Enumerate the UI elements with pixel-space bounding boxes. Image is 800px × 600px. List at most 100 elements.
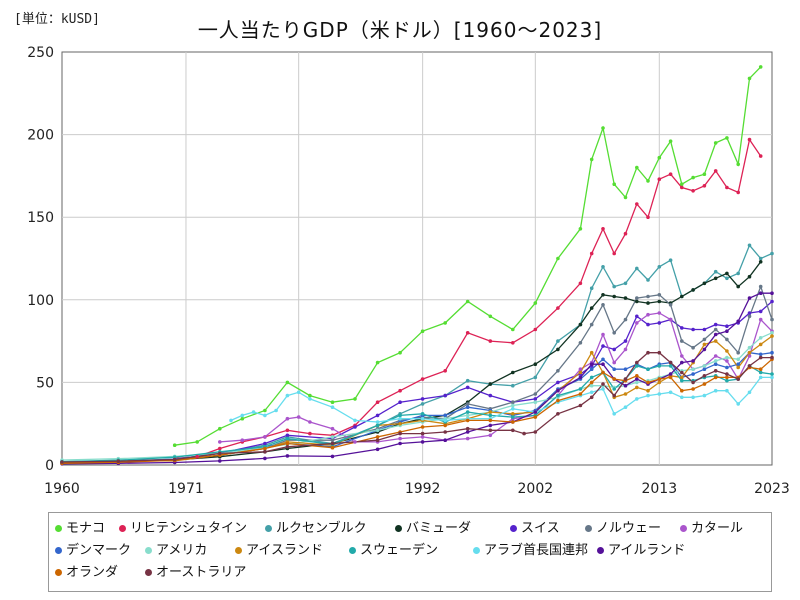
data-point: [657, 293, 662, 297]
data-point: [601, 126, 605, 130]
data-point: [713, 327, 718, 332]
x-axis-ticks: 1960 1971 1981 1992 2002 2013 2023: [44, 481, 790, 497]
data-point: [736, 190, 740, 195]
data-point: [375, 438, 380, 443]
data-point: [488, 410, 493, 414]
data-point: [612, 284, 616, 289]
y-tick-label: 150: [27, 210, 54, 226]
data-point: [635, 380, 639, 385]
data-point: [330, 454, 335, 459]
data-point: [770, 317, 774, 322]
data-point: [511, 327, 515, 332]
data-point: [635, 202, 639, 206]
data-point: [511, 412, 515, 416]
data-point: [488, 428, 493, 433]
data-point: [612, 251, 616, 256]
data-point: [330, 435, 335, 439]
data-point: [646, 215, 650, 219]
series-line-3: [61, 261, 762, 464]
data-point: [420, 397, 425, 401]
data-point: [240, 438, 245, 443]
data-point: [263, 413, 267, 418]
data-point: [578, 367, 583, 372]
series-line-6: [219, 312, 773, 443]
data-point: [511, 400, 515, 405]
data-point: [725, 378, 729, 383]
data-point: [680, 388, 684, 393]
data-point: [747, 243, 752, 248]
data-point: [263, 435, 267, 439]
data-point: [556, 380, 560, 385]
data-point: [116, 459, 121, 464]
data-point: [657, 392, 662, 396]
legend-label: オーストラリア: [156, 565, 247, 580]
data-point: [635, 397, 639, 401]
data-point: [420, 416, 425, 421]
data-point: [747, 345, 752, 350]
data-point: [263, 441, 267, 446]
data-point: [274, 408, 278, 413]
data-point: [713, 359, 718, 363]
data-point: [668, 172, 673, 176]
data-point: [375, 360, 380, 365]
data-point: [691, 395, 695, 400]
plot-area-border: [61, 51, 773, 466]
data-point: [240, 416, 245, 421]
data-point: [375, 428, 380, 433]
data-point: [398, 416, 402, 421]
legend: モナコ リヒテンシュタイン ルクセンブルク バミューダ スイス ノルウェー カタール デンマー…: [48, 512, 772, 592]
legend-item: オーストラリア: [145, 561, 246, 580]
data-point: [657, 177, 662, 181]
data-point: [488, 339, 493, 343]
data-point: [263, 456, 267, 461]
data-point: [646, 388, 650, 393]
data-point: [353, 425, 357, 429]
data-point: [736, 365, 740, 370]
data-point: [635, 299, 639, 304]
data-point: [578, 392, 583, 396]
data-point: [747, 274, 752, 279]
data-point: [736, 362, 740, 367]
series-points-0: [172, 65, 763, 448]
legend-marker: [265, 525, 272, 532]
data-point: [285, 416, 290, 421]
series-points: [60, 65, 774, 466]
data-point: [375, 413, 380, 418]
data-point: [646, 301, 650, 305]
data-point: [556, 369, 560, 373]
data-point: [443, 438, 448, 443]
data-point: [263, 446, 267, 451]
legend-item: アイルランド: [597, 539, 685, 558]
legend-marker: [349, 547, 356, 554]
data-point: [601, 344, 605, 348]
data-point: [691, 345, 695, 350]
data-point: [657, 299, 662, 304]
legend-label: オランダ: [66, 565, 119, 580]
legend-marker: [145, 569, 152, 576]
data-point: [533, 301, 538, 305]
data-point: [443, 423, 448, 428]
data-point: [725, 372, 729, 376]
data-point: [285, 428, 290, 433]
data-point: [725, 349, 729, 353]
data-point: [612, 393, 616, 398]
data-point: [691, 288, 695, 292]
legend-marker: [119, 525, 126, 532]
data-point: [668, 372, 673, 376]
data-point: [691, 327, 695, 332]
data-point: [702, 393, 707, 398]
legend-marker: [55, 569, 62, 576]
legend-label: ノルウェー: [596, 521, 662, 536]
data-point: [702, 342, 707, 347]
data-point: [589, 390, 594, 395]
data-point: [398, 441, 402, 446]
data-point: [646, 179, 650, 183]
data-point: [758, 367, 763, 372]
data-point: [308, 420, 312, 424]
data-point: [285, 436, 290, 441]
data-point: [420, 440, 425, 444]
data-point: [725, 271, 729, 276]
legend-item: カタール: [680, 517, 743, 536]
data-point: [172, 457, 177, 462]
data-point: [465, 410, 470, 414]
